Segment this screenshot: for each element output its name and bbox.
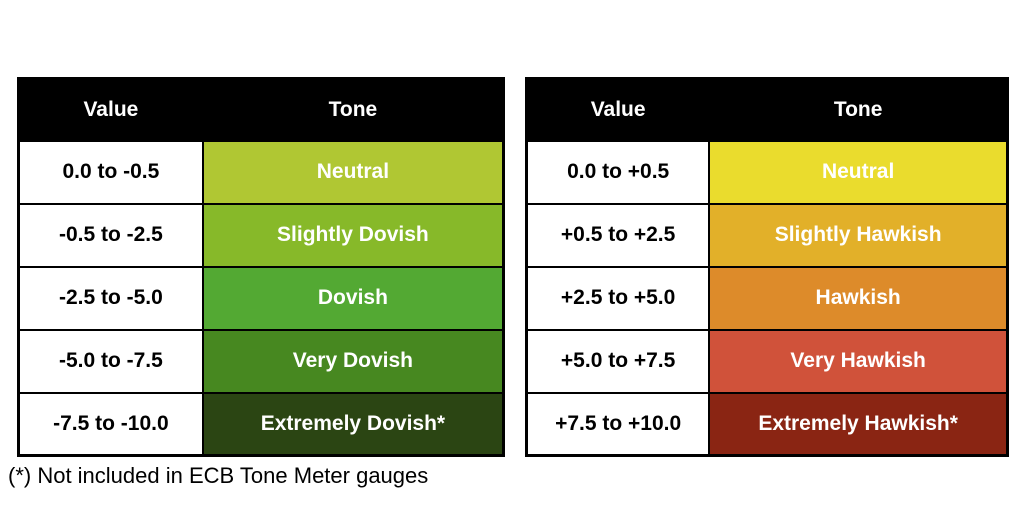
value-range-cell: 0.0 to -0.5 <box>17 139 204 205</box>
value-range-cell: +2.5 to +5.0 <box>525 265 711 331</box>
tone-label-cell: Neutral <box>708 139 1009 205</box>
table-row: -0.5 to -2.5 Slightly Dovish <box>17 202 505 268</box>
hawkish-table-body: 0.0 to +0.5 Neutral +0.5 to +2.5 Slightly H… <box>525 139 1009 457</box>
dovish-tone-table: Value Tone 0.0 to -0.5 Neutral -0.5 to -2.… <box>17 77 505 457</box>
table-row: +5.0 to +7.5 Very Hawkish <box>525 328 1009 394</box>
tone-label-cell: Dovish <box>201 265 505 331</box>
footnote: (*) Not included in ECB Tone Meter gauge… <box>8 463 429 488</box>
dovish-table-body: 0.0 to -0.5 Neutral -0.5 to -2.5 Slightly D… <box>17 139 505 457</box>
value-range-cell: 0.0 to +0.5 <box>525 139 711 205</box>
table-row: -2.5 to -5.0 Dovish <box>17 265 505 331</box>
table-row: -7.5 to -10.0 Extremely Dovish* <box>17 391 505 457</box>
value-range-cell: -5.0 to -7.5 <box>17 328 204 394</box>
table-header-row: Value Tone <box>17 77 505 142</box>
tone-label-cell: Extremely Dovish* <box>201 391 505 457</box>
value-range-cell: -0.5 to -2.5 <box>17 202 204 268</box>
table-row: 0.0 to +0.5 Neutral <box>525 139 1009 205</box>
tone-label-cell: Hawkish <box>708 265 1009 331</box>
table-row: 0.0 to -0.5 Neutral <box>17 139 505 205</box>
table-row: -5.0 to -7.5 Very Dovish <box>17 328 505 394</box>
tone-label-cell: Very Dovish <box>201 328 505 394</box>
value-range-cell: -7.5 to -10.0 <box>17 391 204 457</box>
table-header-row: Value Tone <box>525 77 1009 142</box>
value-range-cell: -2.5 to -5.0 <box>17 265 204 331</box>
table-row: +0.5 to +2.5 Slightly Hawkish <box>525 202 1009 268</box>
tone-column-header: Tone <box>201 77 505 142</box>
tone-label-cell: Slightly Hawkish <box>708 202 1009 268</box>
value-column-header: Value <box>525 77 711 142</box>
tone-label-cell: Extremely Hawkish* <box>708 391 1009 457</box>
tone-label-cell: Neutral <box>201 139 505 205</box>
value-range-cell: +0.5 to +2.5 <box>525 202 711 268</box>
table-row: +2.5 to +5.0 Hawkish <box>525 265 1009 331</box>
table-row: +7.5 to +10.0 Extremely Hawkish* <box>525 391 1009 457</box>
value-column-header: Value <box>17 77 204 142</box>
tone-column-header: Tone <box>708 77 1009 142</box>
value-range-cell: +7.5 to +10.0 <box>525 391 711 457</box>
tone-label-cell: Very Hawkish <box>708 328 1009 394</box>
value-range-cell: +5.0 to +7.5 <box>525 328 711 394</box>
hawkish-tone-table: Value Tone 0.0 to +0.5 Neutral +0.5 to +2.… <box>525 77 1009 457</box>
tone-label-cell: Slightly Dovish <box>201 202 505 268</box>
